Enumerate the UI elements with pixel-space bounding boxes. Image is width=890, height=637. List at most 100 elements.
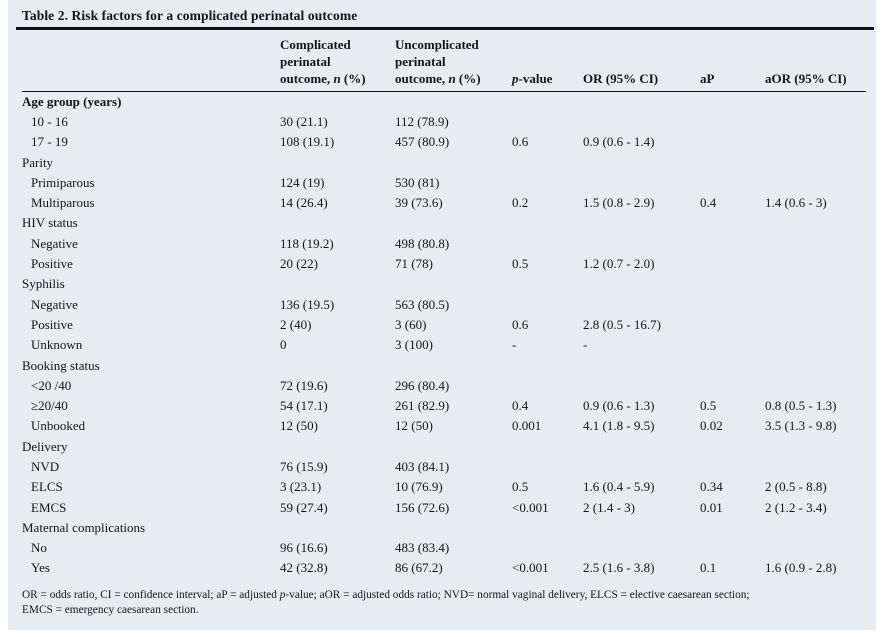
value-cell-or <box>583 457 700 477</box>
row-label: Negative <box>31 235 78 251</box>
value-cell-or: 2.8 (0.5 - 16.7) <box>583 316 661 332</box>
value-cell-ap <box>700 518 765 538</box>
value-cell-uncomplicated: 10 (76.9) <box>395 479 443 495</box>
value-cell-complicated: 20 (22) <box>280 256 318 272</box>
risk-factor-table: Complicated perinatal outcome, n (%) Uncomp… <box>22 29 866 579</box>
value-cell-ap: 0.1 <box>700 560 717 576</box>
data-row: 17 - 19 108 (19.1) 457 (80.9) 0.6 0.9 (0.6 -… <box>22 132 866 152</box>
data-row: Positive 20 (22) 71 (78) 0.5 1.2 (0.7 - 2.0) <box>22 254 866 274</box>
value-cell-ap <box>700 437 765 457</box>
value-cell-uncomplicated: 156 (72.6) <box>395 499 450 515</box>
table-title: Table 2. Risk factors for a complicated … <box>22 8 358 23</box>
value-cell-or: 0.9 (0.6 - 1.4) <box>583 134 655 150</box>
column-header-uncomplicated: Uncomplicated perinatal outcome, n (%) <box>395 29 512 92</box>
value-cell-p-value: <0.001 <box>512 499 549 515</box>
value-cell-aor <box>765 294 866 314</box>
value-cell-ap: 0.5 <box>700 398 717 414</box>
value-cell-complicated <box>280 91 395 112</box>
value-cell-uncomplicated: 498 (80.8) <box>395 235 450 251</box>
section-row: Age group (years) <box>22 91 866 112</box>
value-cell-complicated: 108 (19.1) <box>280 134 335 150</box>
value-cell-complicated: 54 (17.1) <box>280 398 328 414</box>
value-cell-aor <box>765 274 866 294</box>
value-cell-ap: 0.01 <box>700 499 723 515</box>
value-cell-p-value: 0.001 <box>512 418 542 434</box>
value-cell-complicated: 2 (40) <box>280 316 312 332</box>
row-label: Primiparous <box>31 174 95 190</box>
value-cell-uncomplicated <box>395 213 512 233</box>
data-row: Unknown 0 3 (100) - - <box>22 335 866 355</box>
value-cell-p-value <box>512 538 583 558</box>
value-cell-uncomplicated <box>395 518 512 538</box>
value-cell-ap <box>700 132 765 152</box>
value-cell-aor <box>765 173 866 193</box>
row-label: Yes <box>31 560 50 576</box>
column-header-ap: aP <box>700 29 765 92</box>
value-cell-or: 4.1 (1.8 - 9.5) <box>583 418 655 434</box>
value-cell-uncomplicated: 457 (80.9) <box>395 134 450 150</box>
footnote: OR = odds ratio, CI = confidence interva… <box>22 588 862 618</box>
value-cell-or: 2 (1.4 - 3) <box>583 499 635 515</box>
value-cell-aor: 3.5 (1.3 - 9.8) <box>765 418 837 434</box>
data-row: Yes 42 (32.8) 86 (67.2) <0.001 2.5 (1.6 - 3.… <box>22 558 866 578</box>
column-header-or: OR (95% CI) <box>583 29 700 92</box>
value-cell-p-value: <0.001 <box>512 560 549 576</box>
value-cell-ap <box>700 173 765 193</box>
value-cell-uncomplicated <box>395 91 512 112</box>
value-cell-ap <box>700 376 765 396</box>
value-cell-p-value <box>512 173 583 193</box>
row-label: ≥20/40 <box>31 398 68 414</box>
value-cell-p-value: 0.4 <box>512 398 529 414</box>
value-cell-p-value <box>512 437 583 457</box>
value-cell-or <box>583 234 700 254</box>
value-cell-uncomplicated: 3 (100) <box>395 337 433 353</box>
row-label: Multiparous <box>31 195 95 211</box>
value-cell-uncomplicated: 530 (81) <box>395 174 440 190</box>
value-cell-complicated <box>280 518 395 538</box>
value-cell-ap <box>700 213 765 233</box>
value-cell-complicated: 42 (32.8) <box>280 560 328 576</box>
value-cell-p-value <box>512 213 583 233</box>
value-cell-uncomplicated: 296 (80.4) <box>395 377 450 393</box>
value-cell-ap <box>700 294 765 314</box>
section-row: Delivery <box>22 437 866 457</box>
row-label: 17 - 19 <box>31 134 68 150</box>
table-panel: Table 2. Risk factors for a complicated … <box>8 0 876 630</box>
value-cell-or <box>583 213 700 233</box>
value-cell-p-value: 0.6 <box>512 316 529 332</box>
value-cell-complicated <box>280 437 395 457</box>
value-cell-complicated: 0 <box>280 337 287 353</box>
data-row: Positive 2 (40) 3 (60) 0.6 2.8 (0.5 - 16.7) <box>22 315 866 335</box>
value-cell-or: 1.2 (0.7 - 2.0) <box>583 256 655 272</box>
value-cell-p-value <box>512 457 583 477</box>
value-cell-aor <box>765 315 866 335</box>
value-cell-aor: 1.4 (0.6 - 3) <box>765 195 827 211</box>
value-cell-aor <box>765 335 866 355</box>
row-label: Parity <box>22 154 54 170</box>
value-cell-ap: 0.02 <box>700 418 723 434</box>
value-cell-ap <box>700 315 765 335</box>
value-cell-uncomplicated: 3 (60) <box>395 316 427 332</box>
value-cell-complicated: 59 (27.4) <box>280 499 328 515</box>
row-label: Booking status <box>22 357 100 373</box>
data-row: Negative 136 (19.5) 563 (80.5) <box>22 294 866 314</box>
column-header-aor: aOR (95% CI) <box>765 29 866 92</box>
row-label: ELCS <box>31 479 63 495</box>
value-cell-complicated: 3 (23.1) <box>280 479 322 495</box>
value-cell-or: 1.6 (0.4 - 5.9) <box>583 479 655 495</box>
value-cell-complicated: 124 (19) <box>280 174 325 190</box>
row-label: Delivery <box>22 438 68 454</box>
data-row: EMCS 59 (27.4) 156 (72.6) <0.001 2 (1.4 - 3)… <box>22 497 866 517</box>
footnote-line: OR = odds ratio, CI = confidence interva… <box>22 588 750 601</box>
value-cell-aor <box>765 234 866 254</box>
value-cell-aor <box>765 132 866 152</box>
value-cell-ap <box>700 152 765 172</box>
section-row: Syphilis <box>22 274 866 294</box>
value-cell-ap: 0.4 <box>700 195 717 211</box>
data-row: Multiparous 14 (26.4) 39 (73.6) 0.2 1.5 (0.8… <box>22 193 866 213</box>
section-row: Parity <box>22 152 866 172</box>
value-cell-aor <box>765 112 866 132</box>
value-cell-uncomplicated: 71 (78) <box>395 256 433 272</box>
value-cell-aor <box>765 437 866 457</box>
value-cell-p-value <box>512 376 583 396</box>
